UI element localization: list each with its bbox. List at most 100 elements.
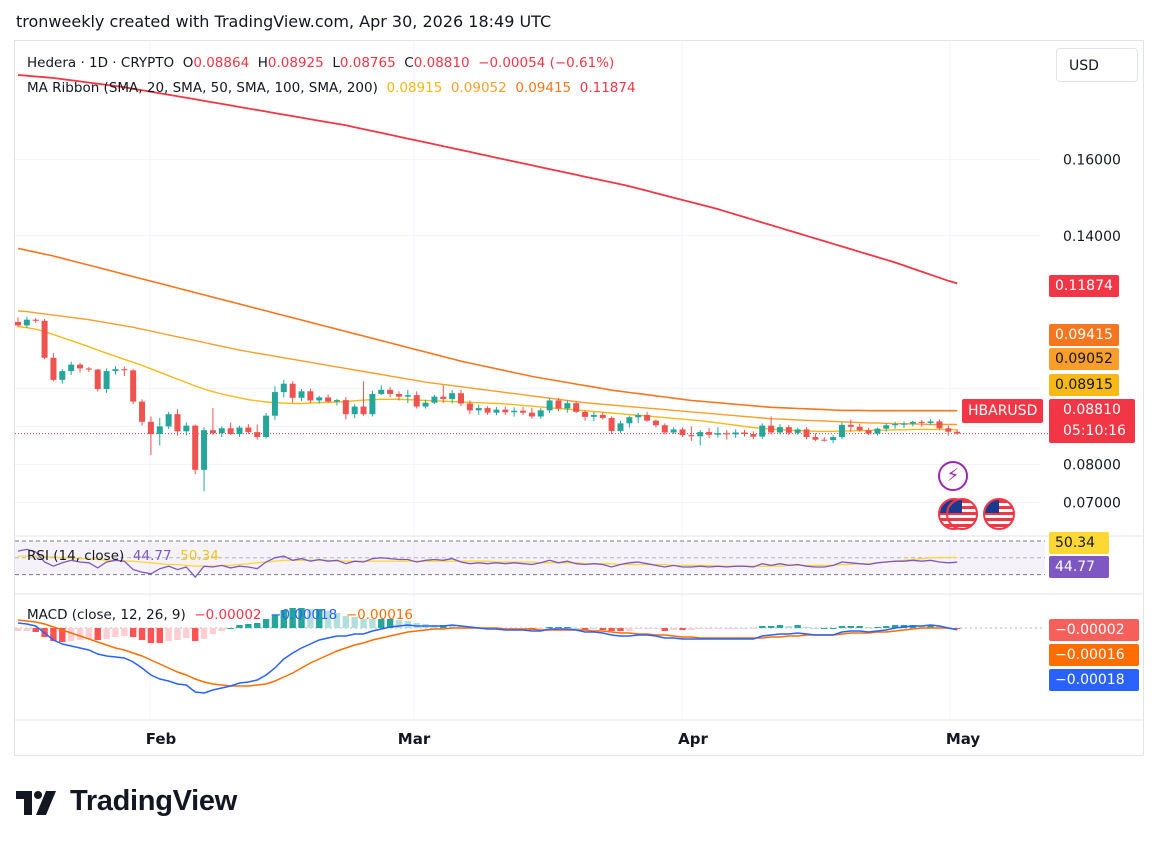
candle-body (236, 427, 243, 434)
macd-histogram-bar (316, 609, 323, 628)
macd-histogram-bar (838, 626, 846, 628)
macd-histogram-bar (821, 628, 828, 629)
sma200-line (17, 74, 958, 285)
macd-histogram-bar (555, 627, 562, 628)
macd-histogram-bar (23, 628, 31, 631)
ma-ribbon-label[interactable]: MA Ribbon (SMA, 20, SMA, 50, SMA, 100, S… (27, 80, 378, 96)
candle-body (68, 364, 75, 372)
candle-body (626, 417, 633, 424)
chart-frame[interactable] (14, 40, 1144, 756)
brand-name: TradingView (70, 785, 237, 817)
macd-histogram-bar (386, 619, 394, 628)
macd-signal-line (17, 619, 958, 687)
tag-macd-line: −0.00018 (1049, 669, 1139, 691)
macd-histogram-bar (200, 628, 208, 639)
macd-histogram-bar (759, 626, 766, 628)
macd-histogram-bar (661, 628, 668, 631)
candle-body (50, 357, 57, 380)
legend-symbol[interactable]: Hedera · 1D · CRYPTO (27, 55, 175, 71)
sma200-value: 0.11874 (579, 80, 636, 96)
last-price: 0.08810 (1063, 402, 1121, 418)
candle-body (714, 433, 721, 435)
x-tick-label: Mar (398, 730, 431, 748)
candle-body (830, 437, 837, 441)
sma100-value: 0.09415 (515, 80, 572, 96)
candle-body (785, 427, 792, 433)
legend-low-label: L (332, 55, 340, 71)
legend-low-value: 0.08765 (339, 55, 396, 71)
macd-histogram-bar (209, 628, 217, 634)
candle-body (803, 429, 810, 438)
candle-body (847, 424, 854, 427)
candle-body (537, 410, 544, 417)
ma-ribbon-legend: MA Ribbon (SMA, 20, SMA, 50, SMA, 100, S… (27, 80, 636, 96)
candle-body (697, 432, 704, 437)
tag-macd-signal: −0.00016 (1049, 644, 1139, 666)
snapshot-title: tronweekly created with TradingView.com,… (16, 12, 552, 31)
currency-button[interactable]: USD (1056, 48, 1138, 82)
macd-label[interactable]: MACD (close, 12, 26, 9) (27, 607, 186, 623)
candle-body (245, 427, 252, 433)
candle-body (776, 427, 783, 433)
candle-body (139, 401, 146, 422)
macd-histogram-bar (608, 628, 615, 631)
macd-histogram-bar (705, 628, 713, 629)
candle-body (466, 403, 473, 411)
legend-change: −0.00054 (−0.61%) (478, 55, 615, 71)
sma50-line (17, 310, 958, 426)
macd-histogram-bar (785, 626, 793, 628)
macd-histogram-bar (174, 628, 181, 640)
candle-body (954, 431, 961, 434)
candle-body (307, 391, 314, 401)
candle-body (741, 432, 748, 434)
macd-histogram-bar (227, 628, 234, 629)
tradingview-logo: TradingView (16, 785, 237, 818)
sma100-line (17, 247, 958, 412)
candle-body (413, 395, 420, 407)
last-price-tag: 0.08810 05:10:16 (1049, 399, 1135, 443)
us-flag-event-icon[interactable] (946, 498, 978, 530)
macd-histogram-bar (236, 625, 243, 628)
candle-body (794, 429, 801, 433)
rsi-label[interactable]: RSI (14, close) (27, 548, 125, 564)
candle-body (298, 391, 305, 398)
macd-histogram-bar (953, 628, 961, 629)
macd-histogram-bar (776, 625, 784, 628)
candle-body (77, 364, 84, 369)
candle-body (723, 433, 730, 435)
macd-histogram-bar (714, 628, 722, 629)
candle-body (263, 415, 270, 438)
candle-body (378, 389, 385, 394)
macd-histogram-bar (147, 628, 155, 643)
macd-histogram-bar (67, 628, 75, 641)
macd-histogram-bar (369, 619, 376, 628)
sma20-value: 0.08915 (386, 80, 443, 96)
macd-histogram-bar (85, 628, 93, 639)
candle-body (892, 424, 899, 426)
candle-body (85, 368, 92, 370)
macd-line (17, 622, 958, 694)
rsi-value: 44.77 (132, 548, 172, 564)
rsi-line (17, 548, 958, 579)
tradingview-logo-icon (16, 790, 56, 815)
sma20-line (17, 325, 958, 432)
macd-histogram-bar (271, 615, 279, 628)
macd-histogram-bar (360, 619, 367, 628)
macd-histogram-bar (262, 619, 270, 628)
candle-body (918, 421, 925, 423)
candle-body (342, 400, 349, 415)
candle-body (750, 433, 757, 437)
macd-histogram-bar (94, 628, 101, 640)
macd-histogram-bar (121, 628, 128, 636)
legend-high-label: H (257, 55, 268, 71)
candle-body (573, 403, 580, 412)
us-flag-event-icon[interactable] (983, 498, 1015, 530)
lightning-event-icon[interactable]: ⚡ (938, 461, 968, 491)
x-tick-label: Apr (678, 730, 708, 748)
macd-histogram-bar (156, 628, 163, 643)
macd-histogram-bar (723, 628, 730, 629)
candle-body (147, 421, 154, 434)
tag-sma200: 0.11874 (1049, 275, 1119, 297)
macd-histogram-bar (32, 628, 39, 632)
